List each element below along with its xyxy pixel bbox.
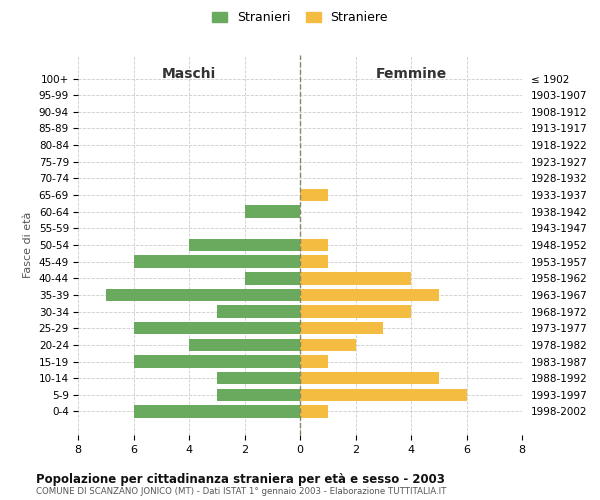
Bar xyxy=(300,239,328,251)
Legend: Stranieri, Straniere: Stranieri, Straniere xyxy=(207,6,393,29)
Bar xyxy=(300,405,328,417)
Text: Femmine: Femmine xyxy=(376,67,446,81)
Bar xyxy=(133,356,300,368)
Bar xyxy=(189,239,300,251)
Y-axis label: Fasce di età: Fasce di età xyxy=(23,212,33,278)
Bar xyxy=(300,306,411,318)
Bar xyxy=(300,322,383,334)
Bar xyxy=(245,206,300,218)
Bar xyxy=(106,288,300,301)
Bar xyxy=(133,322,300,334)
Bar xyxy=(300,189,328,202)
Text: COMUNE DI SCANZANO JONICO (MT) - Dati ISTAT 1° gennaio 2003 - Elaborazione TUTTI: COMUNE DI SCANZANO JONICO (MT) - Dati IS… xyxy=(36,488,446,496)
Text: Maschi: Maschi xyxy=(162,67,216,81)
Bar xyxy=(189,338,300,351)
Bar xyxy=(300,388,467,401)
Bar xyxy=(217,306,300,318)
Bar xyxy=(245,272,300,284)
Bar xyxy=(133,256,300,268)
Text: Popolazione per cittadinanza straniera per età e sesso - 2003: Popolazione per cittadinanza straniera p… xyxy=(36,472,445,486)
Bar xyxy=(133,405,300,417)
Bar xyxy=(300,288,439,301)
Bar xyxy=(300,372,439,384)
Bar xyxy=(300,272,411,284)
Bar xyxy=(217,388,300,401)
Bar xyxy=(217,372,300,384)
Bar xyxy=(300,338,355,351)
Bar xyxy=(300,356,328,368)
Bar xyxy=(300,256,328,268)
